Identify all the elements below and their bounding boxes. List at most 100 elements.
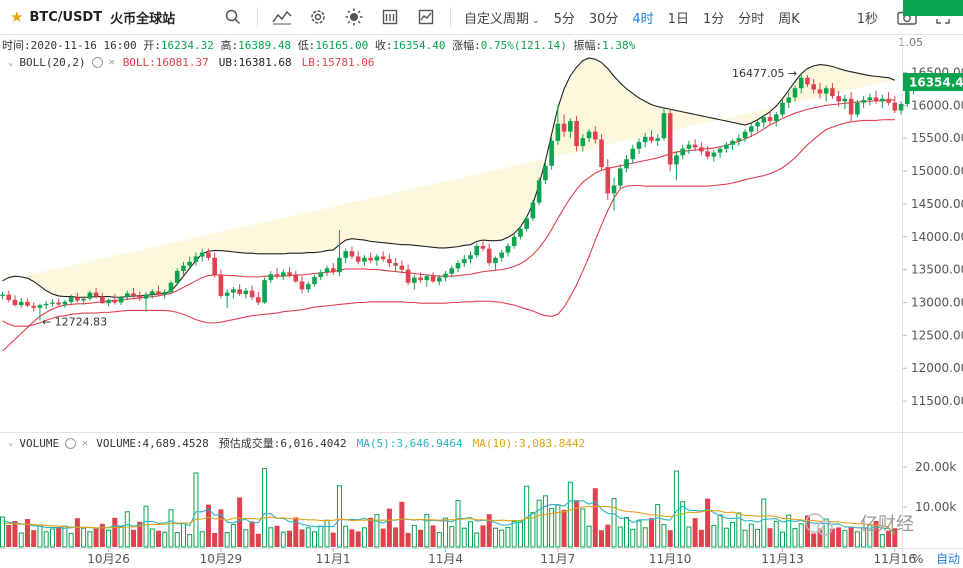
volume-bar	[480, 525, 486, 547]
favorite-star-icon[interactable]: ★	[10, 8, 24, 26]
price-tick-label: 16000.00	[911, 98, 963, 112]
candle-body	[380, 256, 386, 260]
volume-bar	[536, 499, 542, 548]
volume-bar	[74, 518, 80, 547]
last-price-badge	[903, 73, 963, 92]
volume-bar	[617, 526, 623, 548]
settings-gear-icon[interactable]	[306, 5, 330, 29]
divider	[450, 7, 451, 27]
price-tick-label: 13500.00	[911, 263, 963, 277]
symbol-name[interactable]: BTC/USDT	[29, 9, 103, 25]
candle-body	[324, 268, 330, 273]
candle-body	[43, 303, 49, 306]
candle-body	[437, 277, 442, 282]
time-tick-label: 11月4	[428, 552, 463, 566]
candle-body	[630, 148, 636, 160]
candle-body	[181, 265, 186, 271]
candle-body	[430, 276, 436, 282]
volume-bar	[742, 529, 748, 548]
refresh-interval[interactable]: 1秒	[856, 11, 878, 27]
collapse-chevron-icon[interactable]: ⌄	[8, 57, 14, 68]
volume-bar	[49, 528, 55, 548]
boll-close-icon[interactable]: ✕	[108, 57, 115, 68]
period-4h[interactable]: 4时	[632, 11, 654, 27]
volume-bar	[761, 498, 767, 548]
period-weekly[interactable]: 周K	[778, 11, 800, 27]
theme-sun-icon[interactable]	[342, 5, 366, 29]
period-1m[interactable]: 1分	[702, 11, 725, 27]
exchange-name[interactable]: 火币全球站	[110, 11, 176, 27]
candles-group	[0, 73, 916, 321]
auto-scale-toggle[interactable]: 自动	[936, 552, 960, 566]
volume-bar	[6, 525, 12, 547]
candle-body	[518, 228, 523, 237]
volume-bar	[112, 517, 118, 547]
volume-bar	[804, 515, 810, 547]
chart-type-icon[interactable]	[414, 5, 438, 29]
volume-bar	[436, 532, 442, 548]
symbol-selector[interactable]: ★ BTC/USDT 火币全球站	[0, 8, 215, 27]
volume-bar	[174, 532, 180, 548]
volume-close-icon[interactable]: ✕	[82, 437, 89, 449]
candle-body	[680, 148, 685, 156]
volume-settings-icon[interactable]	[65, 437, 77, 449]
chevron-down-icon: ⌄	[532, 15, 540, 26]
volume-bar	[218, 509, 224, 547]
percent-scale-toggle[interactable]: %	[912, 552, 923, 566]
volume-bar	[517, 520, 523, 548]
candle-body	[655, 138, 660, 141]
volume-bar	[748, 523, 754, 548]
candle-body	[31, 305, 36, 308]
period-30m[interactable]: 30分	[588, 11, 619, 27]
volume-bar	[149, 528, 155, 548]
volume-bar	[586, 525, 592, 548]
layout-icon[interactable]	[378, 5, 402, 29]
volume-bar	[823, 518, 829, 548]
candle-body	[137, 295, 143, 299]
candle-body	[730, 140, 735, 145]
custom-period-dropdown[interactable]: 自定义周期 ⌄	[464, 8, 540, 27]
open-value: 16234.32	[160, 39, 214, 52]
candle-body	[524, 218, 529, 229]
last-volume-label: 4.7k	[935, 0, 959, 3]
volume-bar	[162, 531, 168, 548]
candle-body	[786, 97, 792, 103]
candle-body	[830, 88, 835, 97]
volume-bar	[879, 534, 885, 548]
last-volume-badge	[903, 0, 963, 16]
candle-body	[674, 155, 679, 165]
candle-body	[505, 245, 511, 253]
volume-bar	[574, 500, 580, 547]
candle-body	[75, 297, 80, 301]
period-5m[interactable]: 5分	[553, 11, 575, 27]
candle-body	[18, 301, 24, 306]
candle-body	[62, 301, 68, 305]
volume-bar	[680, 501, 686, 548]
price-tick-label: 14500.00	[911, 197, 963, 211]
collapse-chevron-icon[interactable]: ⌄	[8, 438, 14, 448]
indicator-icon[interactable]	[270, 5, 294, 29]
candle-body	[543, 165, 548, 181]
volume-tick-label: 20.00k	[915, 460, 956, 474]
volume-bar	[736, 512, 742, 548]
volume-bar	[37, 525, 43, 548]
volume-bar	[599, 530, 605, 547]
candle-body	[330, 268, 336, 273]
candle-body	[149, 291, 155, 295]
volume-bar	[673, 470, 679, 548]
search-icon[interactable]	[221, 5, 245, 29]
volume-bar	[767, 528, 773, 547]
candle-body	[106, 299, 111, 304]
candle-body	[56, 302, 61, 305]
candle-body	[387, 259, 392, 264]
volume-bar	[461, 527, 467, 548]
candle-body	[174, 270, 180, 283]
period-timeline[interactable]: 分时	[738, 11, 765, 27]
boll-settings-icon[interactable]	[91, 57, 103, 68]
candle-body	[805, 77, 810, 85]
candle-body	[143, 294, 149, 299]
candle-body	[231, 289, 236, 293]
volume-name: VOLUME	[19, 436, 60, 450]
period-1d[interactable]: 1日	[667, 11, 689, 27]
